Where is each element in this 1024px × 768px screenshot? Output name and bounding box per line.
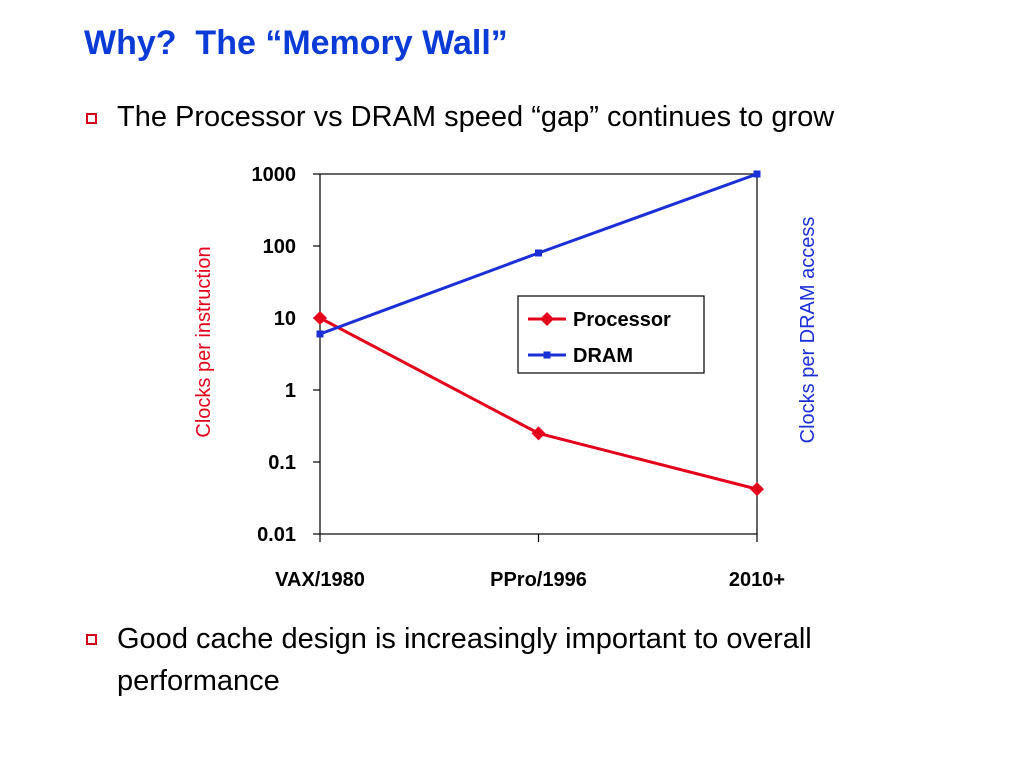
x-tick-label: 2010+ bbox=[729, 569, 785, 591]
data-point-processor bbox=[531, 426, 546, 441]
series-processor bbox=[313, 311, 764, 497]
y-tick-label: 1000 bbox=[252, 164, 297, 186]
chart-axes: 1000 100 10 1 0.1 0.01 VAX/1980 PPro/1996 2010+ C… bbox=[193, 164, 819, 591]
x-tick-label: VAX/1980 bbox=[275, 569, 365, 591]
y-tick-label: 1 bbox=[285, 380, 296, 402]
data-point-dram bbox=[535, 249, 542, 257]
y-tick-label: 10 bbox=[274, 308, 296, 330]
slide-title: Why? The “Memory Wall” bbox=[84, 24, 508, 62]
legend-marker bbox=[540, 312, 554, 326]
chart-legend: Processor DRAM bbox=[517, 295, 705, 374]
x-tick-label: PPro/1996 bbox=[490, 569, 587, 591]
bullet-text: Good cache design is increasingly import… bbox=[117, 623, 812, 697]
bullet-processor-gap: The Processor vs DRAM speed “gap” contin… bbox=[86, 96, 1006, 138]
bullet-square-icon bbox=[86, 113, 97, 124]
data-point-dram bbox=[753, 170, 761, 178]
data-point-processor bbox=[313, 311, 327, 325]
y-axis-label-left: Clocks per instruction bbox=[193, 246, 215, 437]
chart-series bbox=[313, 170, 764, 497]
y-tick-label: 100 bbox=[263, 236, 296, 258]
legend-label: Processor bbox=[573, 309, 671, 331]
bullet-cache-design: Good cache design is increasingly import… bbox=[86, 618, 946, 702]
y-tick-label: 0.01 bbox=[257, 524, 296, 546]
y-tick-label: 0.1 bbox=[268, 452, 296, 474]
series-dram bbox=[316, 170, 761, 338]
legend-label: DRAM bbox=[573, 345, 633, 367]
data-point-processor bbox=[750, 482, 764, 497]
data-point-dram bbox=[316, 330, 324, 338]
legend-box bbox=[517, 295, 705, 374]
y-axis-label-right: Clocks per DRAM access bbox=[797, 217, 819, 444]
bullet-square-icon bbox=[86, 634, 97, 645]
legend-marker bbox=[543, 351, 551, 359]
bullet-text: The Processor vs DRAM speed “gap” contin… bbox=[117, 101, 835, 133]
